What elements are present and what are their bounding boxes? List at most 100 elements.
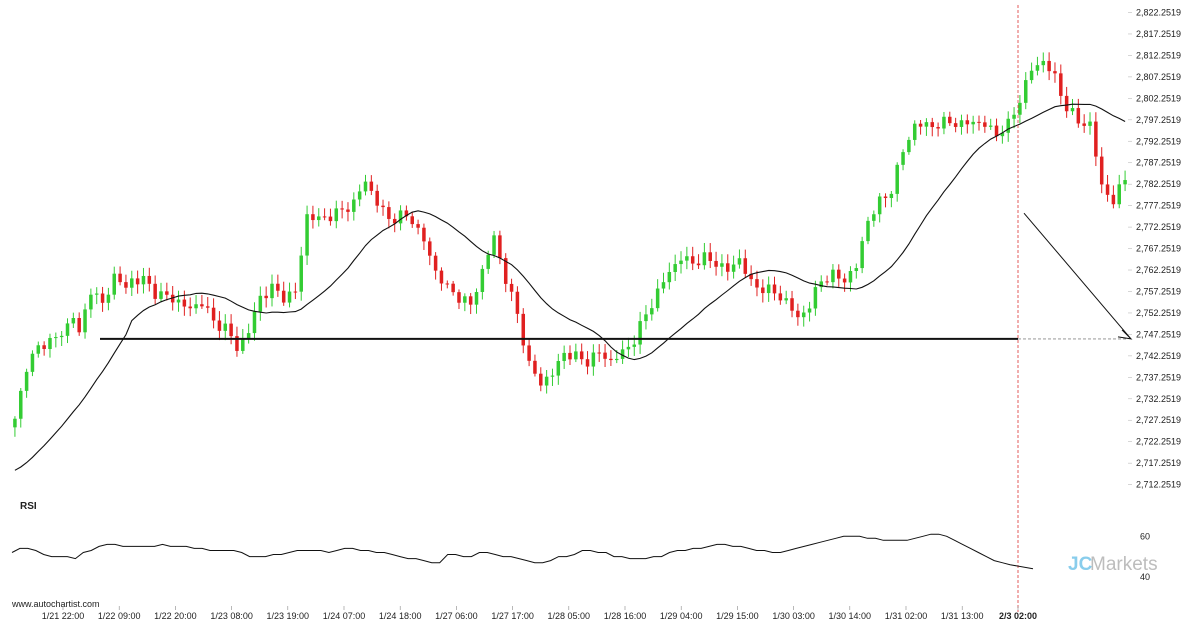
- rsi-line: [11, 533, 1034, 570]
- candle: [901, 149, 905, 171]
- candle-body: [650, 308, 654, 315]
- candle: [597, 344, 601, 362]
- candle-body: [1094, 121, 1098, 157]
- candle-body: [381, 205, 385, 208]
- y-tick-label: 2,717.2519: [1136, 458, 1181, 468]
- candle-body: [1111, 194, 1116, 205]
- candle-body: [1076, 108, 1081, 124]
- candle: [305, 205, 309, 265]
- candle-body: [439, 270, 444, 284]
- candle: [322, 208, 327, 221]
- candle: [515, 286, 520, 324]
- candle: [258, 286, 263, 321]
- candle: [503, 253, 508, 293]
- candle: [977, 115, 981, 131]
- candle: [848, 266, 853, 292]
- candle: [749, 265, 753, 286]
- candle: [176, 290, 181, 312]
- candle-body: [246, 333, 251, 339]
- y-tick-label: 2,777.2519: [1136, 201, 1181, 211]
- candle-body: [270, 283, 274, 299]
- candle-body: [317, 216, 321, 221]
- watermark-logo: JC Markets: [1068, 554, 1158, 575]
- candle-body: [620, 349, 625, 359]
- candle: [562, 345, 566, 369]
- x-tick-label: 1/22 20:00: [154, 611, 197, 621]
- candle-body: [971, 121, 975, 125]
- candle-body: [106, 294, 111, 303]
- candle: [71, 312, 76, 328]
- candle: [48, 333, 52, 358]
- candle: [585, 351, 590, 375]
- candle-body: [42, 345, 46, 350]
- candle: [708, 243, 712, 269]
- moving-average-line: [14, 103, 1126, 471]
- candle: [1070, 98, 1075, 116]
- candle: [264, 286, 268, 308]
- candle-body: [100, 293, 105, 303]
- candle: [474, 288, 479, 314]
- site-credit: www.autochartist.com: [12, 599, 100, 609]
- candle: [205, 297, 210, 314]
- candle-body: [287, 291, 292, 303]
- candle: [334, 200, 339, 229]
- candle: [340, 200, 344, 219]
- candle: [831, 264, 835, 289]
- candle-body: [1117, 184, 1121, 205]
- candle-body: [346, 209, 350, 212]
- y-tick-label: 2,747.2519: [1136, 329, 1181, 339]
- candle: [1099, 147, 1104, 194]
- candle-body: [737, 258, 742, 265]
- candle: [463, 293, 467, 312]
- candle: [924, 118, 929, 136]
- candle: [147, 267, 152, 292]
- candle: [948, 111, 952, 126]
- candle-body: [392, 218, 397, 224]
- candle-body: [264, 295, 268, 299]
- candle-body: [153, 283, 157, 299]
- candle-body: [19, 390, 23, 419]
- candle-body: [1018, 102, 1022, 115]
- candle-body: [655, 288, 660, 309]
- candle: [480, 265, 485, 300]
- candle-body: [398, 210, 403, 224]
- candle: [486, 250, 490, 274]
- candle: [433, 252, 438, 280]
- arrow-head: [1117, 329, 1133, 340]
- candle: [696, 254, 701, 269]
- x-axis-ticks: 1/21 22:00 1/22 09:00 1/22 20:00 1/23 08:00…: [42, 606, 1037, 621]
- candle-body: [661, 282, 666, 289]
- candle-body: [837, 269, 841, 279]
- candle-body: [229, 323, 233, 337]
- candle-body: [1070, 108, 1075, 112]
- candle: [983, 115, 987, 133]
- candle-body: [579, 351, 584, 360]
- candles: [13, 52, 1127, 437]
- candle-body: [235, 336, 239, 351]
- candle: [620, 340, 625, 364]
- candle: [369, 175, 374, 196]
- candle-body: [451, 283, 455, 293]
- candle: [59, 331, 64, 347]
- candle-body: [468, 296, 473, 305]
- candle-body: [784, 298, 788, 301]
- candle-body: [626, 346, 631, 350]
- candle-body: [924, 122, 929, 127]
- candle-body: [556, 361, 561, 376]
- candle-body: [135, 278, 140, 285]
- candle: [410, 211, 414, 228]
- rsi-label: RSI: [20, 501, 37, 512]
- candle: [796, 303, 800, 326]
- candle-body: [544, 376, 549, 386]
- candle-body: [1099, 156, 1104, 185]
- candle: [194, 295, 198, 314]
- candle: [807, 301, 812, 322]
- candle: [404, 205, 409, 221]
- candle-body: [94, 293, 99, 295]
- candle-body: [854, 268, 859, 272]
- candle-body: [1041, 60, 1046, 66]
- x-tick-label: 1/29 04:00: [660, 611, 703, 621]
- candle-body: [492, 235, 496, 255]
- candle-body: [731, 264, 736, 272]
- candle: [1117, 174, 1121, 209]
